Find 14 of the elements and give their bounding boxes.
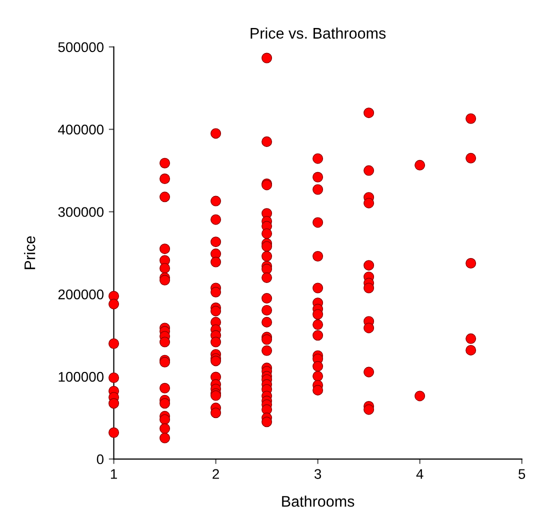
y-axis-title: Price bbox=[24, 236, 36, 270]
y-tick-label: 500000 bbox=[58, 42, 104, 52]
x-tick-label: 4 bbox=[416, 469, 424, 479]
chart-title: Price vs. Bathrooms bbox=[250, 28, 386, 39]
x-tick-label: 3 bbox=[314, 469, 322, 479]
y-tick-label: 0 bbox=[96, 454, 104, 464]
y-tick-label: 100000 bbox=[58, 372, 104, 382]
y-tick-label: 400000 bbox=[58, 124, 104, 134]
x-tick-label: 1 bbox=[110, 469, 117, 479]
x-tick-label: 5 bbox=[518, 469, 526, 479]
y-tick-label: 300000 bbox=[58, 207, 104, 217]
y-tick-label: 200000 bbox=[58, 290, 104, 300]
x-tick-label: 2 bbox=[212, 469, 219, 479]
x-axis-title: Bathrooms bbox=[282, 496, 354, 507]
